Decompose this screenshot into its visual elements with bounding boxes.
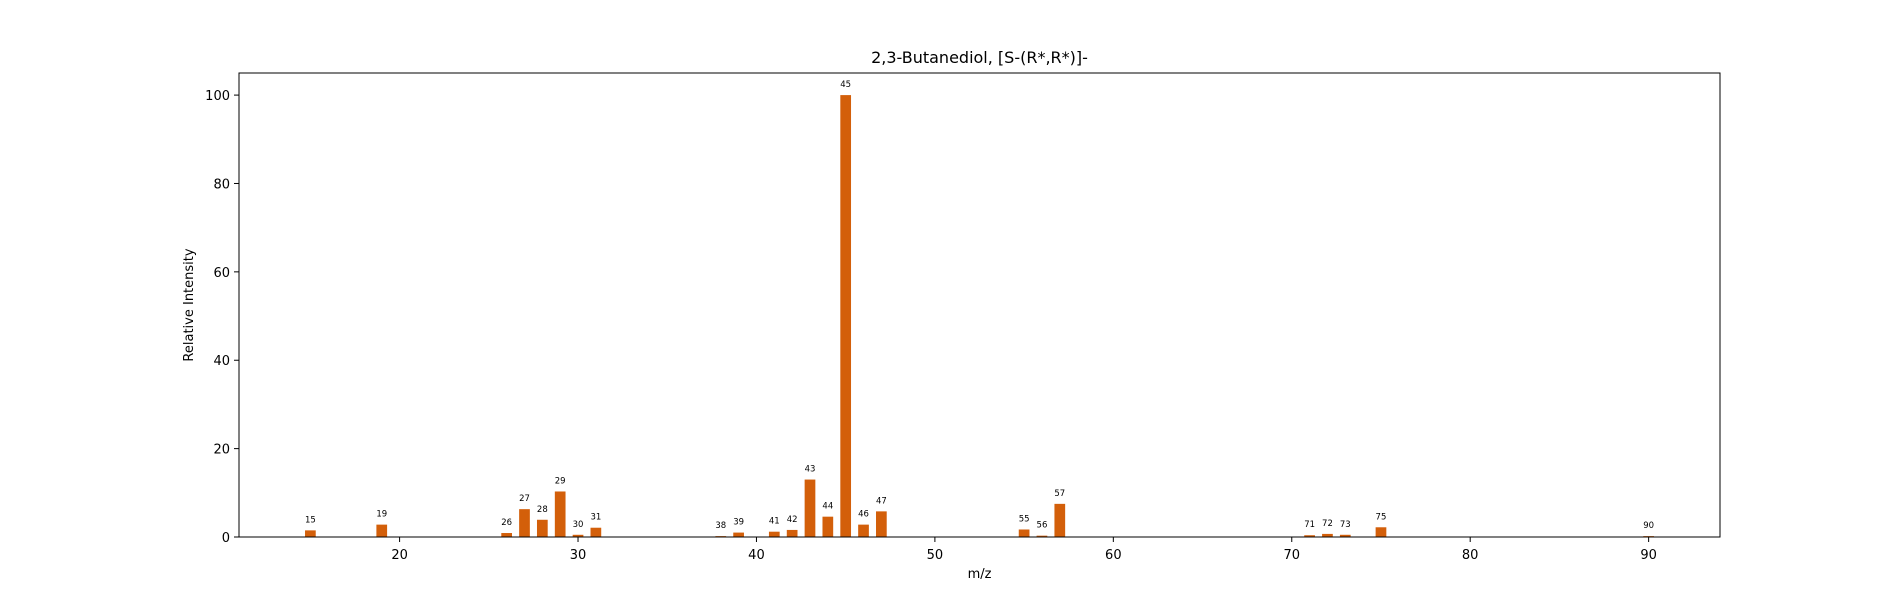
plot-frame: [238, 72, 1721, 538]
peak-label-29: 29: [555, 476, 566, 486]
peak-label-72: 72: [1322, 519, 1333, 529]
y-tick-label-40: 40: [213, 354, 230, 369]
peak-label-71: 71: [1304, 520, 1315, 530]
peak-label-57: 57: [1054, 489, 1065, 499]
peak-label-28: 28: [537, 505, 548, 515]
peak-label-38: 38: [715, 521, 726, 531]
peak-bar-73: [1339, 534, 1351, 537]
y-axis-label: Relative Intensity: [182, 248, 197, 361]
peak-label-30: 30: [573, 520, 584, 530]
peak-label-31: 31: [590, 513, 601, 523]
peak-bar-43: [804, 479, 816, 537]
peak-bar-31: [590, 527, 602, 537]
peak-label-26: 26: [501, 518, 512, 528]
peak-bar-28: [536, 519, 548, 537]
peak-label-27: 27: [519, 494, 530, 504]
peak-label-19: 19: [376, 510, 387, 520]
peak-bar-45: [840, 95, 852, 537]
peak-label-39: 39: [733, 518, 744, 528]
x-axis-label: m/z: [968, 567, 992, 582]
peak-bar-42: [786, 529, 798, 537]
peak-bar-41: [768, 531, 780, 537]
peak-bar-44: [822, 516, 834, 537]
peak-label-55: 55: [1019, 514, 1030, 524]
peak-bar-27: [519, 509, 530, 537]
x-tick-label-70: 70: [1283, 548, 1300, 563]
x-tick-label-30: 30: [570, 548, 587, 563]
y-tick-label-0: 0: [222, 531, 230, 546]
peak-bar-15: [305, 530, 316, 537]
peak-bar-46: [858, 524, 869, 537]
x-tick-label-50: 50: [927, 548, 944, 563]
peak-bar-75: [1375, 527, 1387, 537]
x-axis-ticks: 20 30 40 50 60 70 80 90: [391, 537, 1657, 563]
peak-bar-26: [501, 533, 513, 537]
chart-title: 2,3-Butanediol, [S-(R*,R*)]-: [871, 48, 1088, 67]
peak-bar-19: [376, 524, 388, 537]
y-tick-label-60: 60: [213, 266, 230, 281]
peak-label-41: 41: [769, 517, 780, 527]
peak-bar-29: [554, 491, 566, 537]
peak-label-45: 45: [840, 80, 851, 90]
peak-bar-30: [572, 534, 584, 537]
bar-labels-group: 15 19 26 27 28 29 30 31 38 39 41 42 43 44 45 46 47 55 56 57…: [305, 80, 1654, 531]
peak-bar-55: [1018, 529, 1030, 537]
peak-bar-47: [876, 511, 887, 537]
bars-group: [305, 95, 1654, 537]
peak-label-56: 56: [1037, 521, 1048, 531]
peak-label-43: 43: [805, 465, 816, 475]
peak-label-47: 47: [876, 496, 887, 506]
peak-label-90: 90: [1643, 521, 1654, 531]
y-tick-label-100: 100: [205, 89, 230, 104]
peak-bar-72: [1322, 533, 1333, 537]
y-tick-label-20: 20: [213, 443, 230, 458]
x-tick-label-90: 90: [1640, 548, 1657, 563]
peak-label-42: 42: [787, 515, 798, 525]
x-tick-label-40: 40: [748, 548, 765, 563]
peak-label-44: 44: [822, 502, 833, 512]
x-tick-label-80: 80: [1462, 548, 1479, 563]
x-tick-label-60: 60: [1105, 548, 1122, 563]
peak-bar-57: [1054, 503, 1066, 537]
peak-label-73: 73: [1340, 520, 1351, 530]
peak-label-75: 75: [1376, 512, 1387, 522]
peak-bar-71: [1304, 535, 1315, 537]
peak-label-15: 15: [305, 515, 316, 525]
x-tick-label-20: 20: [391, 548, 408, 563]
y-axis-ticks: 0 20 40 60 80 100: [205, 89, 239, 546]
peak-bar-39: [733, 532, 744, 537]
peak-label-46: 46: [858, 510, 869, 520]
y-tick-label-80: 80: [213, 177, 230, 192]
peak-bar-56: [1036, 535, 1048, 537]
